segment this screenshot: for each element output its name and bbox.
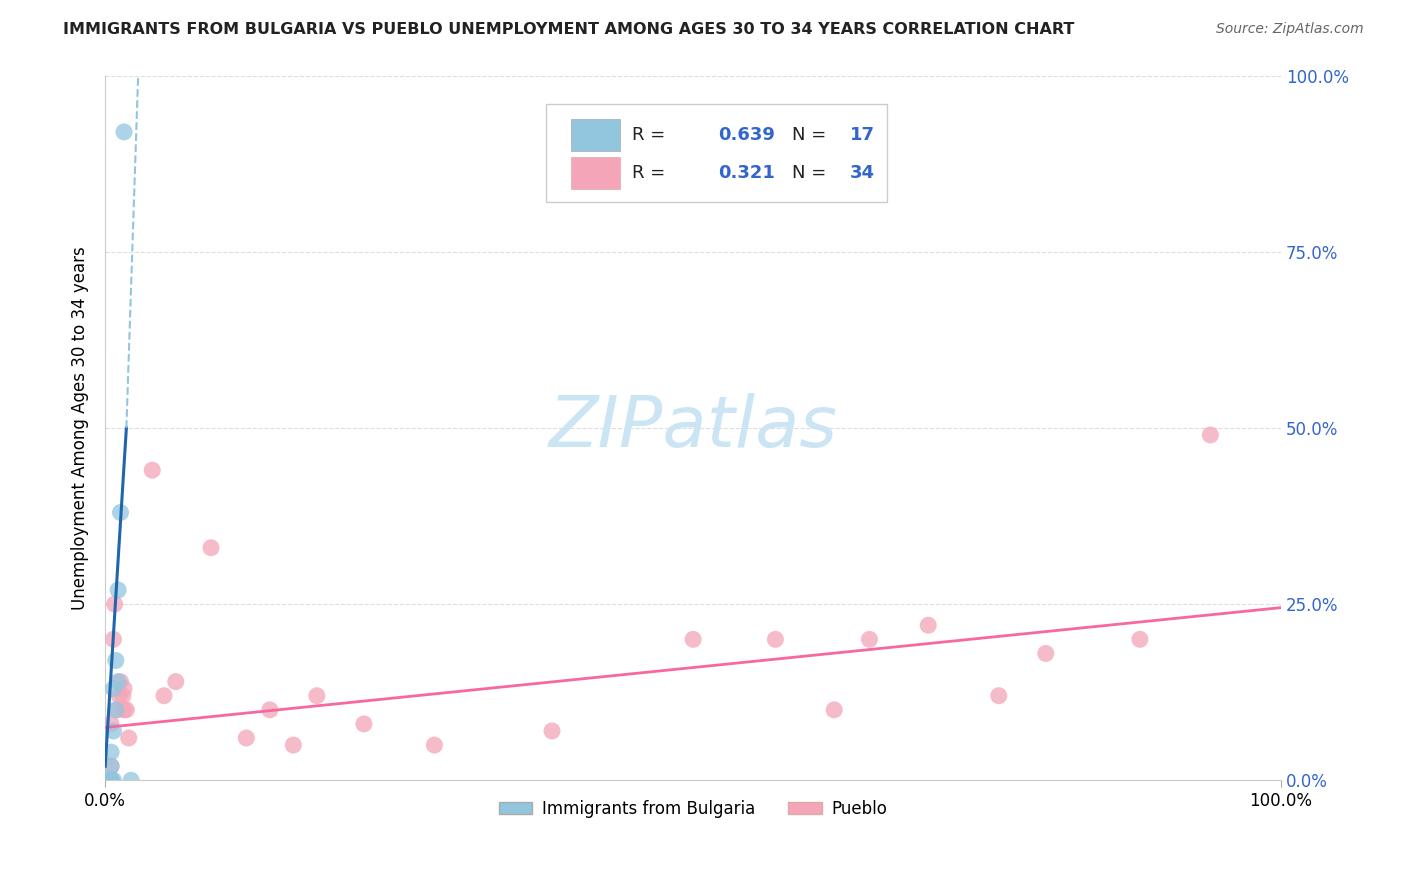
FancyBboxPatch shape — [546, 103, 887, 202]
Point — [103, 723, 125, 738]
Point — [305, 689, 328, 703]
Point — [100, 773, 122, 788]
Point — [100, 773, 122, 788]
Point — [763, 632, 786, 647]
Point — [541, 723, 564, 738]
Point — [100, 773, 122, 788]
Point — [235, 731, 257, 745]
Point — [112, 703, 135, 717]
Point — [165, 674, 187, 689]
Point — [115, 703, 138, 717]
Point — [353, 717, 375, 731]
Point — [423, 738, 446, 752]
Point — [107, 582, 129, 597]
Point — [100, 745, 122, 759]
Text: N =: N = — [792, 126, 827, 144]
Point — [118, 731, 141, 745]
Point — [103, 773, 125, 788]
Text: Source: ZipAtlas.com: Source: ZipAtlas.com — [1216, 22, 1364, 37]
FancyBboxPatch shape — [571, 119, 620, 151]
Text: N =: N = — [792, 164, 827, 182]
Point — [1035, 647, 1057, 661]
Point — [100, 773, 122, 788]
Point — [111, 689, 134, 703]
Text: ZIPatlas: ZIPatlas — [548, 393, 838, 462]
Point — [917, 618, 939, 632]
Point — [100, 773, 122, 788]
Text: IMMIGRANTS FROM BULGARIA VS PUEBLO UNEMPLOYMENT AMONG AGES 30 TO 34 YEARS CORREL: IMMIGRANTS FROM BULGARIA VS PUEBLO UNEMP… — [63, 22, 1074, 37]
Text: R =: R = — [631, 164, 665, 182]
Point — [107, 674, 129, 689]
Point — [103, 681, 125, 696]
Point — [682, 632, 704, 647]
Point — [1129, 632, 1152, 647]
Text: 34: 34 — [849, 164, 875, 182]
Point — [141, 463, 163, 477]
FancyBboxPatch shape — [571, 157, 620, 189]
Point — [987, 689, 1010, 703]
Text: 17: 17 — [849, 126, 875, 144]
Point — [104, 653, 127, 667]
Point — [104, 703, 127, 717]
Point — [858, 632, 880, 647]
Point — [200, 541, 222, 555]
Point — [110, 674, 132, 689]
Text: 0.321: 0.321 — [718, 164, 775, 182]
Point — [103, 632, 125, 647]
Point — [100, 717, 122, 731]
Point — [153, 689, 176, 703]
Point — [112, 681, 135, 696]
Point — [100, 759, 122, 773]
Point — [120, 773, 142, 788]
Point — [100, 759, 122, 773]
Point — [1199, 428, 1222, 442]
Point — [259, 703, 281, 717]
Legend: Immigrants from Bulgaria, Pueblo: Immigrants from Bulgaria, Pueblo — [492, 794, 894, 825]
Y-axis label: Unemployment Among Ages 30 to 34 years: Unemployment Among Ages 30 to 34 years — [72, 246, 89, 610]
Point — [110, 506, 132, 520]
Point — [108, 689, 131, 703]
Point — [100, 773, 122, 788]
Point — [104, 597, 127, 611]
Point — [823, 703, 845, 717]
Text: R =: R = — [631, 126, 665, 144]
Point — [105, 703, 128, 717]
Point — [100, 773, 122, 788]
Point — [112, 125, 135, 139]
Point — [283, 738, 305, 752]
Text: 0.639: 0.639 — [718, 126, 775, 144]
